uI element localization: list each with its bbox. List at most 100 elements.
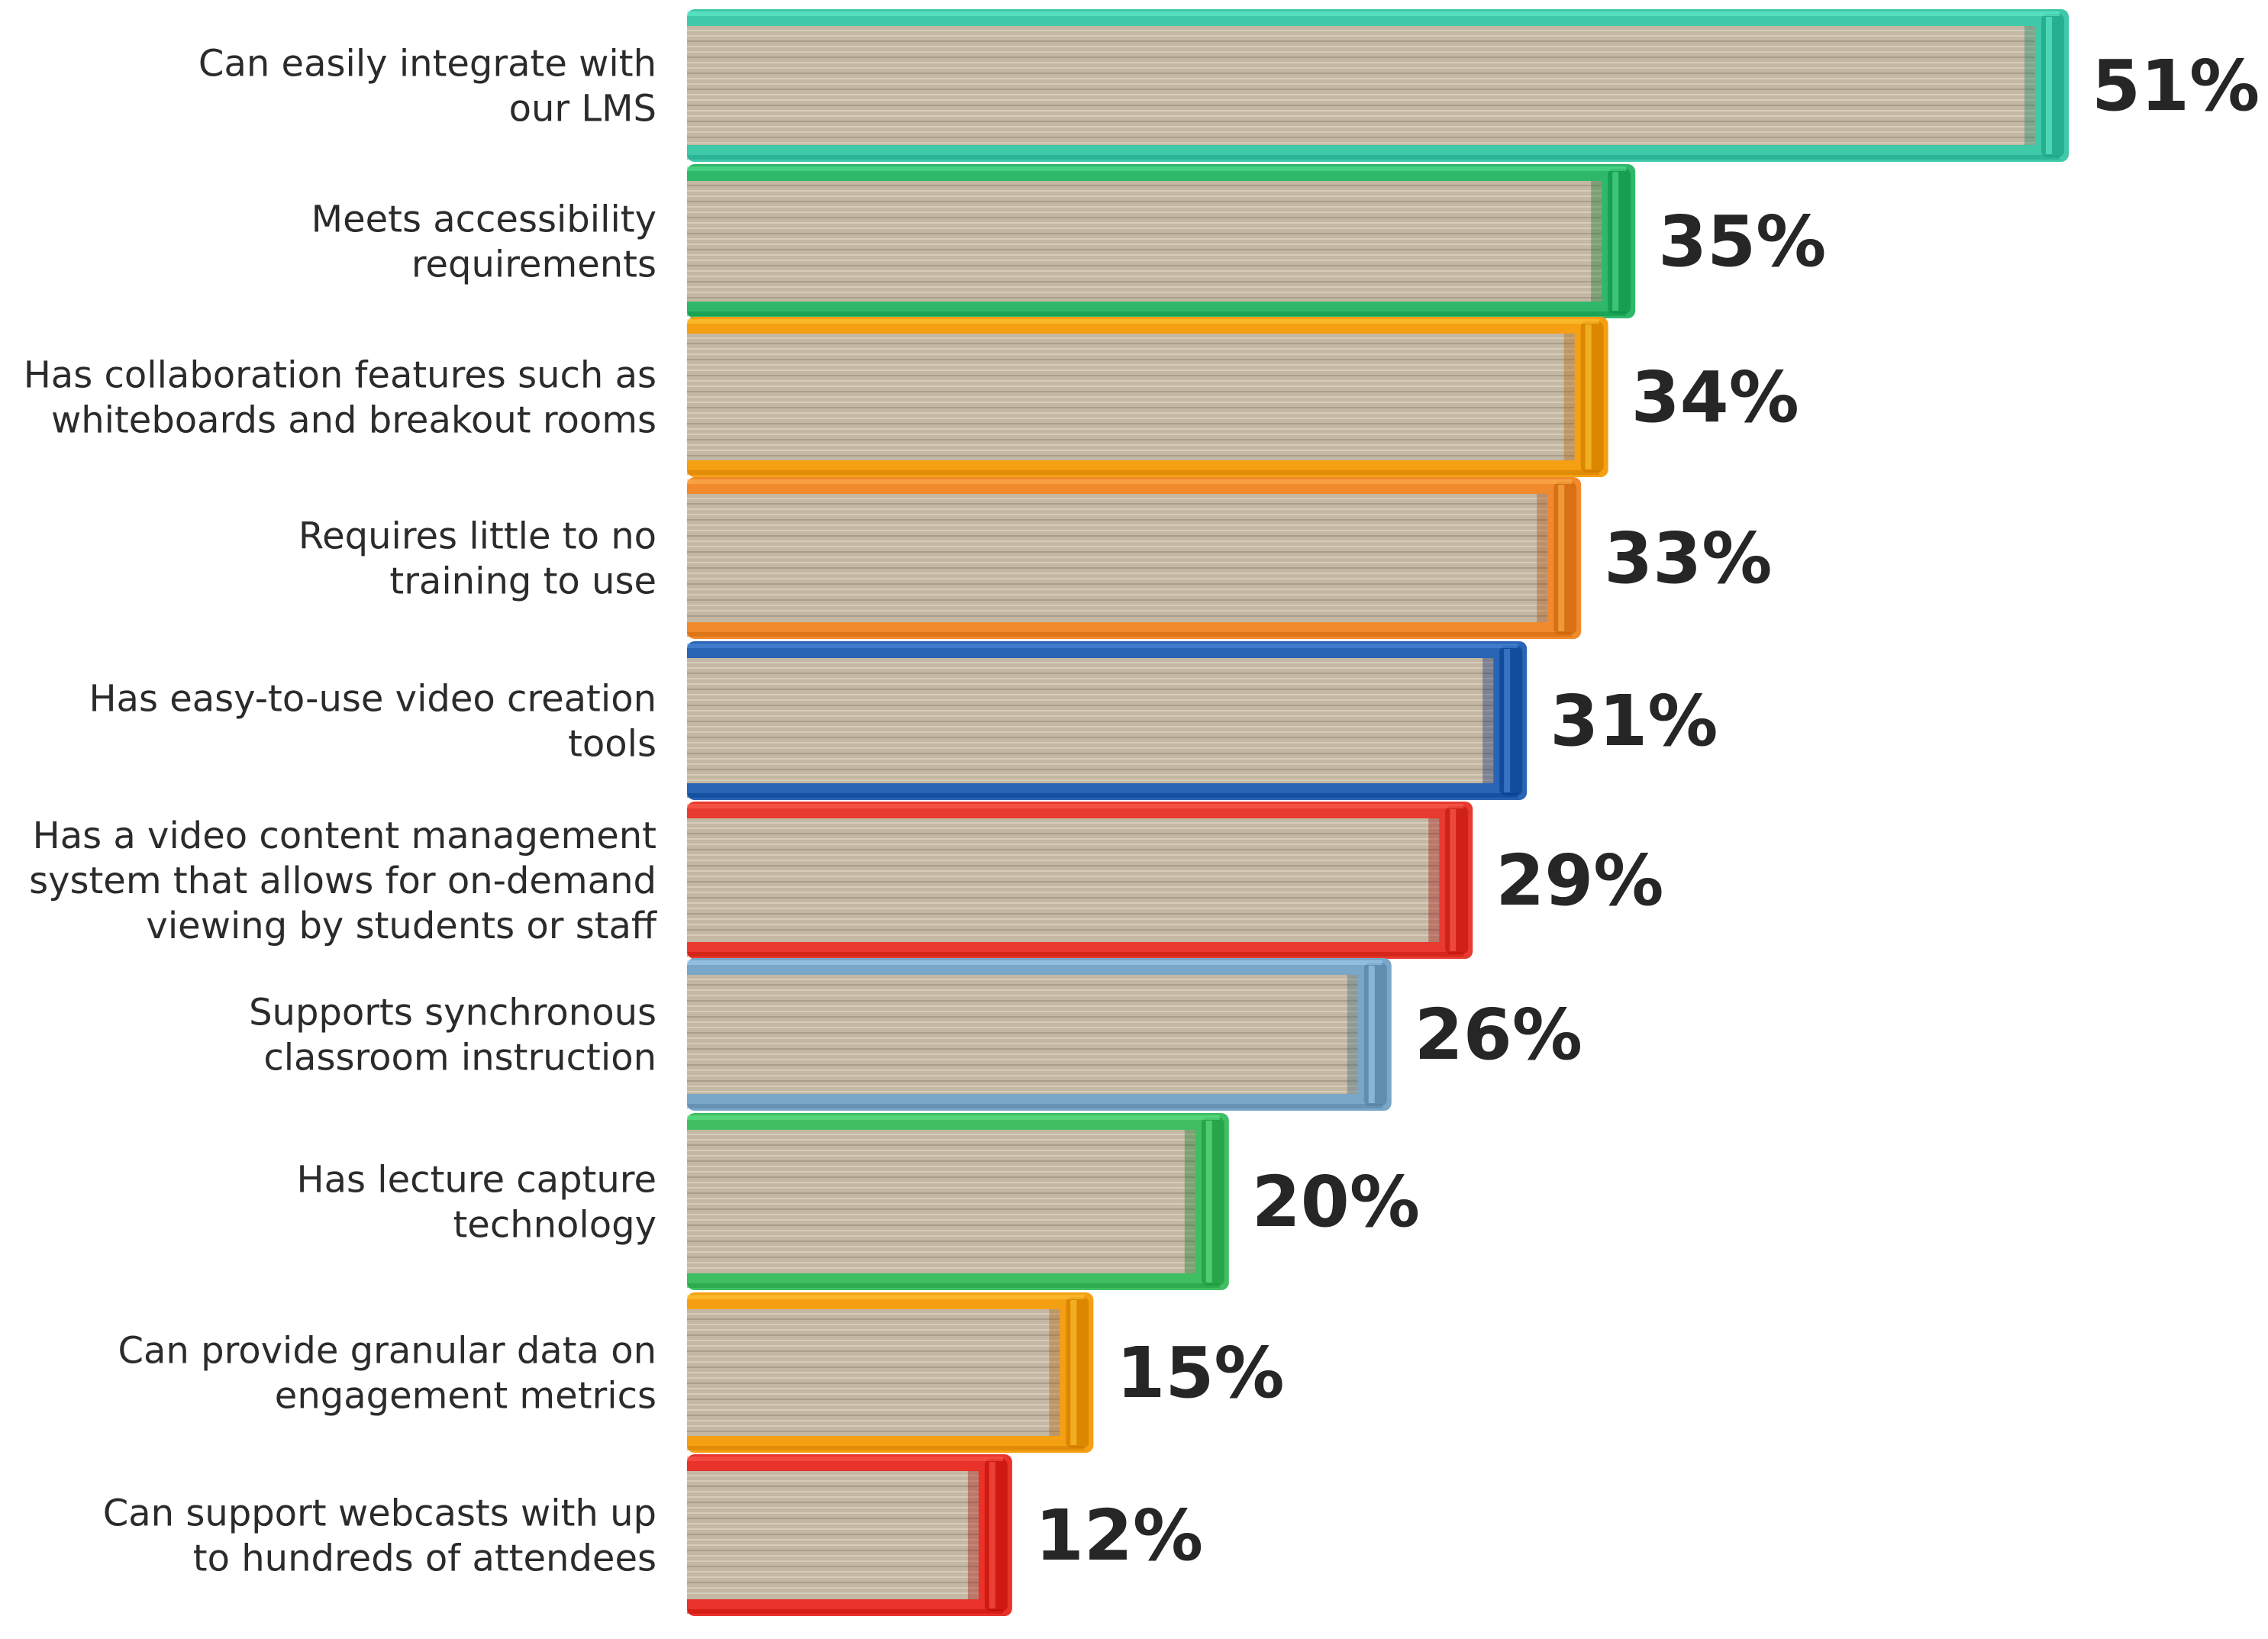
- bar-spine: [984, 1459, 1008, 1612]
- bar-pages-shadow: [1184, 1130, 1195, 1273]
- bar-page-lines: [687, 979, 1358, 1092]
- bar-9: [687, 1292, 1094, 1453]
- bar-spine-highlight: [1504, 649, 1511, 792]
- bar-2: [687, 164, 1636, 318]
- category-label: Can provide granular data on engagement m…: [118, 1330, 657, 1418]
- bars-group: [687, 9, 2069, 1616]
- category-label-line: Has lecture capture: [297, 1159, 657, 1202]
- value-label: 51%: [2092, 45, 2260, 127]
- category-label: Supports synchronous classroom instructio…: [249, 992, 657, 1079]
- bar-spine-highlight: [2046, 17, 2052, 154]
- bar-spine-highlight: [1368, 966, 1375, 1103]
- bar-page-lines: [687, 337, 1575, 457]
- category-label: Has collaboration features such as whiteb…: [24, 354, 657, 442]
- bar-page-lines: [687, 1134, 1195, 1269]
- category-label-line: Can easily integrate with: [198, 43, 657, 85]
- category-label-line: engagement metrics: [275, 1375, 657, 1418]
- bar-pages-shadow: [1482, 658, 1494, 783]
- category-label-line: training to use: [389, 560, 657, 603]
- bar-page-lines: [687, 1475, 979, 1594]
- bar-spine: [1580, 321, 1604, 473]
- bar-4: [687, 477, 1582, 639]
- bar-page-lines: [687, 1313, 1060, 1432]
- bar-3: [687, 317, 1608, 477]
- bar-spine: [1445, 806, 1469, 954]
- category-label-line: Has collaboration features such as: [24, 354, 657, 397]
- bar-top-edge: [687, 1295, 1085, 1299]
- value-labels-group: 51% 35% 34% 33% 31% 29% 26% 20% 15% 12%: [1035, 45, 2260, 1576]
- category-label-line: requirements: [411, 244, 657, 286]
- bar-bottom-edge: [687, 1283, 1220, 1288]
- category-label-line: our LMS: [509, 88, 657, 131]
- bar-pages-shadow: [1537, 494, 1548, 622]
- bar-spine: [1363, 963, 1387, 1106]
- bar-spine-highlight: [1205, 1121, 1212, 1282]
- bar-bottom-edge: [687, 311, 1627, 316]
- category-label: Can support webcasts with up to hundreds …: [103, 1492, 657, 1580]
- category-label-line: classroom instruction: [263, 1037, 657, 1079]
- bar-top-edge: [687, 1457, 1003, 1461]
- bar-bottom-edge: [687, 1104, 1382, 1108]
- bar-bottom-edge: [687, 1609, 1003, 1614]
- bar-pages: [687, 818, 1440, 942]
- bar-spine: [2041, 14, 2064, 157]
- bar-bottom-edge: [687, 632, 1573, 637]
- value-label: 34%: [1631, 357, 1799, 438]
- category-label-line: to hundreds of attendees: [193, 1537, 657, 1580]
- bar-spine-highlight: [1558, 485, 1565, 631]
- value-label: 12%: [1035, 1495, 1203, 1576]
- category-label: Meets accessibility requirements: [311, 198, 657, 286]
- category-label: Can easily integrate with our LMS: [198, 43, 657, 131]
- value-label: 33%: [1604, 518, 1772, 599]
- bar-bottom-edge: [687, 470, 1599, 475]
- category-label-line: technology: [453, 1204, 657, 1247]
- bar-pages-shadow: [1591, 181, 1602, 302]
- bar-pages-shadow: [1347, 975, 1358, 1094]
- bar-pages-shadow: [1428, 818, 1440, 942]
- category-label: Has lecture capture technology: [297, 1159, 657, 1247]
- category-label-line: Has easy-to-use video creation: [89, 678, 657, 721]
- bar-spine-highlight: [1450, 809, 1457, 951]
- value-label: 20%: [1252, 1161, 1420, 1243]
- bar-top-edge: [687, 804, 1464, 808]
- bar-6: [687, 802, 1473, 959]
- bar-pages: [687, 181, 1602, 302]
- bar-top-edge: [687, 166, 1627, 171]
- category-label-line: viewing by students or staff: [146, 905, 657, 947]
- bar-spine-highlight: [989, 1462, 995, 1608]
- value-label: 26%: [1415, 994, 1582, 1076]
- bar-page-lines: [687, 185, 1602, 298]
- value-label: 35%: [1658, 201, 1826, 282]
- bar-pages-shadow: [1563, 334, 1575, 460]
- bar-top-edge: [687, 11, 2060, 16]
- bar-bottom-edge: [687, 155, 2060, 160]
- bar-page-lines: [687, 822, 1440, 936]
- bar-spine-highlight: [1070, 1300, 1077, 1445]
- category-label-line: Can provide granular data on: [118, 1330, 657, 1373]
- bar-bottom-edge: [687, 1446, 1085, 1450]
- bar-top-edge: [687, 479, 1573, 484]
- bar-top-edge: [687, 1115, 1220, 1120]
- bar-7: [687, 958, 1392, 1111]
- bar-top-edge: [687, 319, 1599, 324]
- value-label: 15%: [1116, 1332, 1284, 1414]
- bar-spine-highlight: [1612, 172, 1619, 311]
- bar-spine: [1499, 646, 1523, 795]
- bar-top-edge: [687, 960, 1382, 965]
- bar-page-lines: [687, 662, 1494, 781]
- bar-spine: [1553, 482, 1577, 634]
- category-label: Requires little to no training to use: [298, 515, 657, 603]
- value-label: 29%: [1495, 840, 1663, 921]
- bar-bottom-edge: [687, 952, 1464, 957]
- category-label-line: Supports synchronous: [249, 992, 657, 1034]
- category-label-line: Requires little to no: [298, 515, 657, 558]
- category-label-line: Can support webcasts with up: [103, 1492, 657, 1535]
- bar-page-lines: [687, 498, 1548, 617]
- bar-bottom-edge: [687, 793, 1518, 798]
- category-label-line: Has a video content management: [33, 815, 657, 857]
- category-label-line: tools: [568, 723, 657, 766]
- bar-pages-shadow: [967, 1471, 979, 1599]
- category-labels-group: Can easily integrate with our LMS Meets ac…: [24, 43, 657, 1580]
- category-label-line: system that allows for on-demand: [29, 860, 657, 902]
